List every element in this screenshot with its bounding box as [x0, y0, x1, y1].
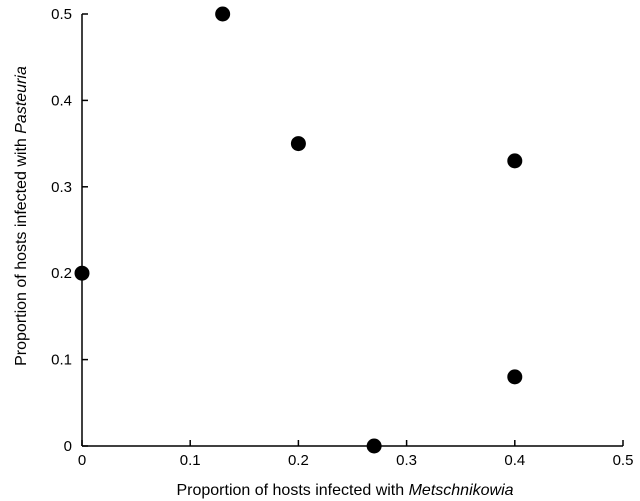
data-point: [507, 369, 523, 385]
y-tick-label: 0.2: [51, 265, 72, 282]
x-tick-label: 0.4: [504, 452, 525, 469]
x-axis: 0 0.1 0.2 0.3 0.4 0.5: [78, 440, 634, 469]
y-tick-label: 0.3: [51, 179, 72, 196]
x-axis-title-italic: Metschnikowia: [409, 482, 514, 499]
x-axis-title-prefix: Proportion of hosts infected with: [176, 482, 408, 499]
x-tick-label: 0.2: [288, 452, 309, 469]
x-tick-label: 0: [78, 452, 86, 469]
y-axis-title: Proportion of hosts infected with Pasteu…: [13, 66, 30, 366]
x-axis-title: Proportion of hosts infected with Metsch…: [176, 482, 513, 499]
y-tick-label: 0: [64, 438, 72, 455]
x-tick-label: 0.1: [180, 452, 201, 469]
y-tick-label: 0.5: [51, 6, 72, 23]
data-points: [74, 6, 523, 454]
data-point: [215, 6, 231, 22]
y-axis-title-prefix: Proportion of hosts infected with: [13, 134, 30, 366]
data-point: [74, 265, 90, 281]
x-ticks: 0 0.1 0.2 0.3 0.4 0.5: [78, 440, 634, 469]
data-point: [290, 136, 306, 152]
y-tick-label: 0.4: [51, 92, 72, 109]
data-point: [366, 438, 382, 454]
x-tick-label: 0.3: [396, 452, 417, 469]
data-point: [507, 153, 523, 169]
y-axis-title-italic: Pasteuria: [13, 66, 30, 134]
x-tick-label: 0.5: [613, 452, 634, 469]
y-axis: 0 0.1 0.2 0.3 0.4 0.5: [51, 6, 88, 455]
y-tick-label: 0.1: [51, 352, 72, 369]
